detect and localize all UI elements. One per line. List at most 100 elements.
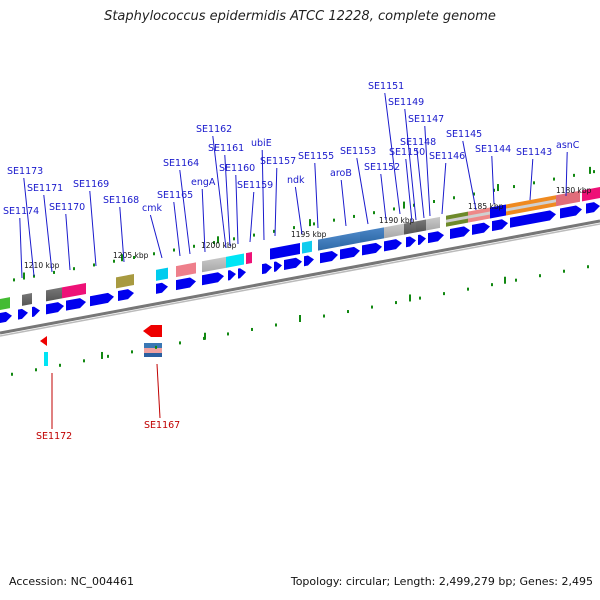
- leader-line: [119, 206, 125, 263]
- leader-line: [261, 149, 265, 241]
- leader-line: [156, 363, 161, 419]
- gene-label: SE1161: [208, 143, 244, 154]
- category-band: [246, 251, 252, 265]
- leader-line: [23, 177, 35, 277]
- leader-line: [173, 201, 181, 257]
- category-band: [226, 253, 244, 268]
- category-band: [340, 231, 360, 247]
- cds-arrow: [560, 205, 582, 219]
- tick-layer: [11, 166, 595, 376]
- gene-label: SE1143: [516, 147, 552, 158]
- leader-line: [416, 148, 425, 219]
- cds-arrow: [450, 226, 470, 239]
- leader-line: [89, 190, 97, 267]
- leader-line: [529, 158, 534, 201]
- gene-label: SE1164: [163, 158, 199, 169]
- category-band: [44, 352, 48, 366]
- scale-label: 1185 kbp: [468, 202, 504, 211]
- gene-label: SE1149: [388, 97, 424, 108]
- leader-line: [491, 155, 495, 205]
- gene-label: SE1151: [368, 81, 404, 92]
- gene-label: SE1153: [340, 146, 376, 157]
- gene-label: SE1145: [446, 129, 482, 140]
- category-band: [144, 348, 162, 353]
- topology-text: Topology: circular; Length: 2,499,279 bp…: [290, 575, 593, 588]
- cds-arrow: [340, 246, 360, 260]
- leader-line: [356, 157, 369, 225]
- category-subband: [446, 211, 490, 223]
- category-band: [404, 221, 416, 235]
- leader-line: [424, 125, 431, 217]
- cds-arrow: [156, 282, 168, 294]
- cds-arrow: [304, 255, 314, 267]
- cds-arrow: [284, 257, 302, 270]
- scale-label: 1200 kbp: [201, 241, 237, 250]
- cds-arrow: [362, 242, 382, 256]
- leader-line: [384, 92, 401, 215]
- cds-arrow: [18, 308, 28, 320]
- leader-line: [565, 151, 568, 197]
- cds-arrow: [510, 210, 556, 228]
- gene-label: cmk: [142, 203, 162, 214]
- gene-label: SE1162: [196, 124, 232, 135]
- leader-line: [314, 162, 319, 229]
- gene-label: SE1168: [103, 195, 139, 206]
- leader-line: [294, 186, 303, 235]
- cds-arrow: [0, 311, 12, 323]
- leader-line: [43, 194, 53, 273]
- gene-label: SE1160: [219, 163, 255, 174]
- gene-label: aroB: [330, 168, 352, 179]
- category-band: [22, 293, 32, 306]
- scale-label: 1210 kbp: [24, 261, 60, 270]
- gene-label: asnC: [556, 140, 580, 151]
- gene-label: engA: [191, 177, 216, 188]
- cds-arrow: [492, 219, 508, 232]
- gene-label-layer: 1210 kbp 1205 kbp 1200 kbp 1195 kbp 1190 kbp…: [3, 81, 592, 442]
- category-band: [156, 267, 168, 281]
- gene-label: SE1173: [7, 166, 43, 177]
- gene-label: SE1152: [364, 162, 400, 173]
- gene-label: SE1172: [36, 431, 72, 442]
- gene-label: ndk: [287, 175, 305, 186]
- gene-label: SE1155: [298, 151, 334, 162]
- cds-arrow: [228, 270, 236, 281]
- cds-arrow: [262, 263, 272, 275]
- leader-line: [340, 179, 347, 227]
- category-band: [116, 273, 134, 289]
- category-band: [582, 187, 600, 202]
- cds-arrow: [176, 277, 196, 291]
- accession-text: Accession: NC_004461: [9, 575, 135, 588]
- leader-line: [405, 158, 413, 223]
- gene-label: SE1171: [27, 183, 63, 194]
- category-band: [426, 216, 440, 231]
- backbone-line: [0, 219, 600, 335]
- gene-label: SE1170: [49, 202, 85, 213]
- category-band: [302, 240, 312, 254]
- category-band: [0, 297, 10, 310]
- category-band: [176, 262, 196, 278]
- gene-label: SE1144: [475, 144, 511, 155]
- category-band: [62, 282, 86, 299]
- cds-arrow: [118, 289, 134, 301]
- category-band: [144, 343, 162, 348]
- leader-line: [179, 169, 191, 255]
- backbone-layer: [0, 219, 600, 337]
- leader-line: [462, 140, 477, 211]
- cds-arrow: [90, 292, 114, 307]
- category-subband: [506, 199, 556, 212]
- leader-line: [404, 108, 417, 221]
- gene-label: SE1169: [73, 179, 109, 190]
- scale-label: 1195 kbp: [291, 230, 327, 239]
- leader-line: [149, 214, 163, 259]
- feature-band-layer: [0, 187, 600, 366]
- gene-label: SE1165: [157, 190, 193, 201]
- cds-arrow: [274, 261, 282, 272]
- category-band: [46, 287, 62, 302]
- category-band: [318, 235, 340, 251]
- cds-arrow: [238, 268, 246, 279]
- category-band: [384, 223, 404, 239]
- cds-arrow: [428, 231, 444, 244]
- cds-arrow-reverse: [40, 336, 47, 346]
- map-title: Staphylococcus epidermidis ATCC 12228, c…: [104, 9, 496, 24]
